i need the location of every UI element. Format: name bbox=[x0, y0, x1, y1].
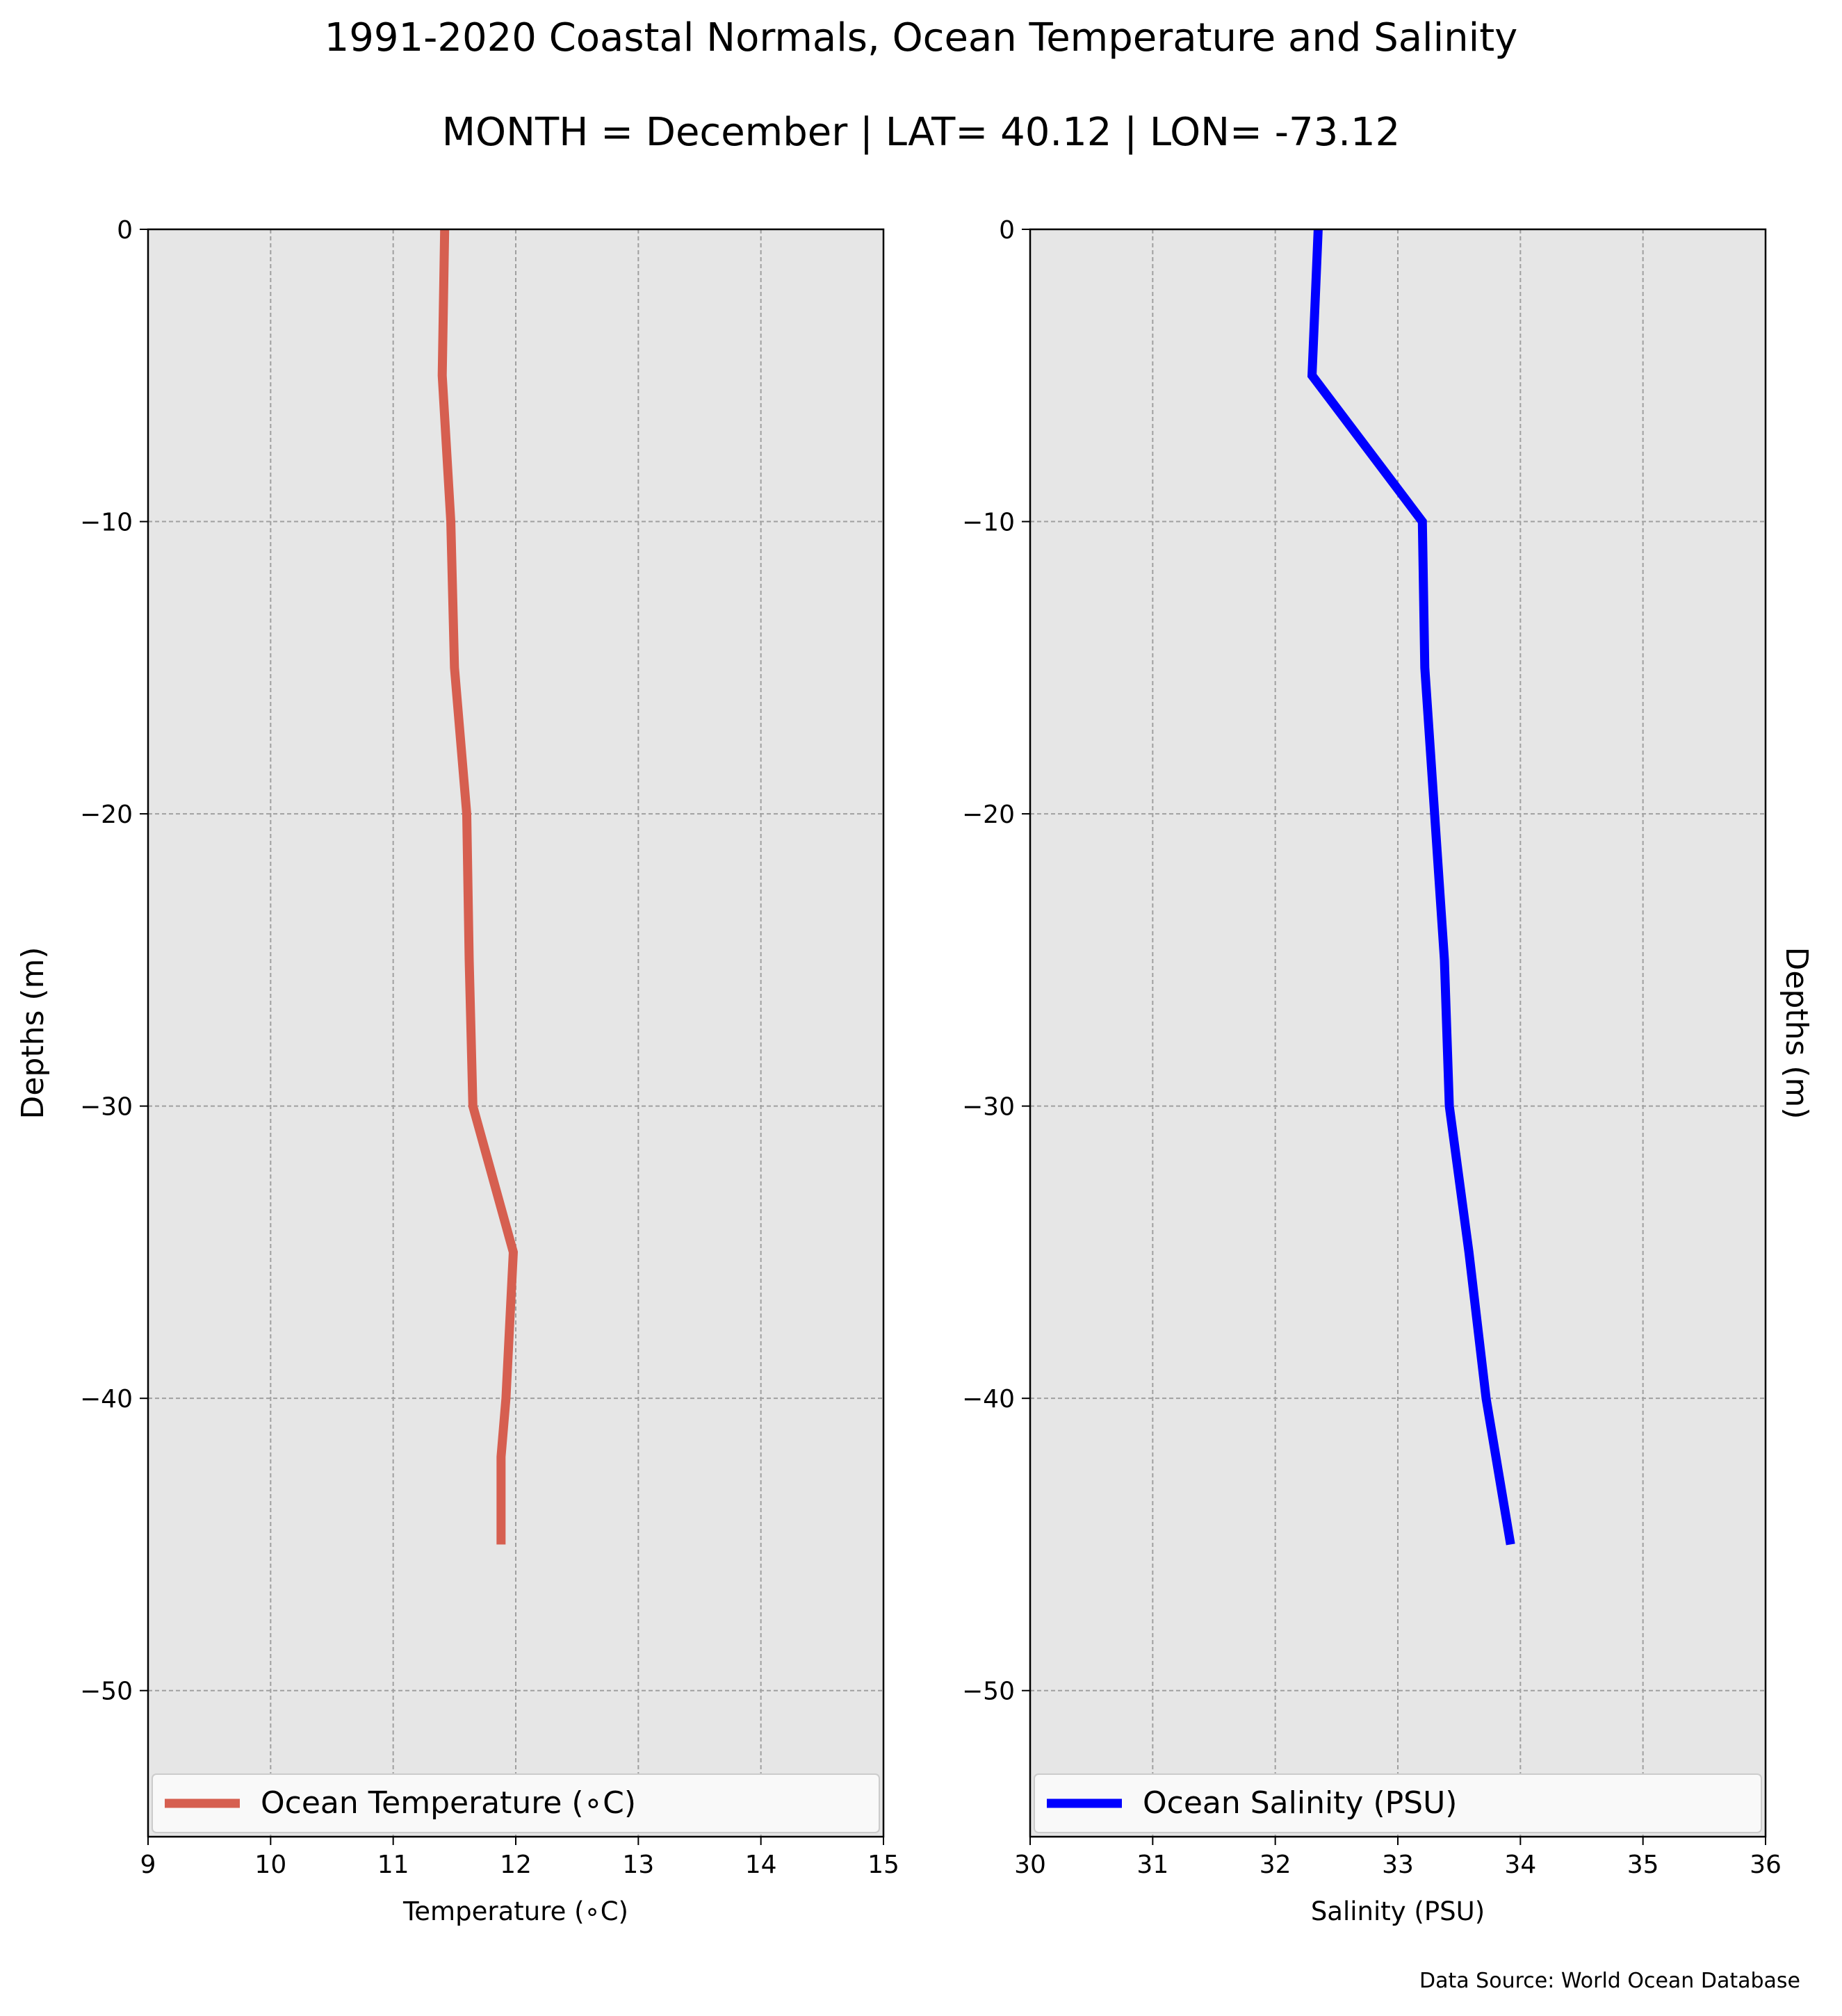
data-source-note: Data Source: World Ocean Database bbox=[1419, 1969, 1800, 1993]
x-tick-label: 34 bbox=[1504, 1851, 1536, 1879]
plot-panel-2: 30 31 32 33 34 35 36 0 −10 −20 −30 −40 −50 Ocean Sali… bbox=[962, 216, 1814, 1926]
chart-title: 1991-2020 Coastal Normals, Ocean Tempera… bbox=[324, 15, 1518, 60]
chart-subtitle: MONTH = December | LAT= 40.12 | LON= -73… bbox=[441, 110, 1401, 155]
y-tick-label: −20 bbox=[80, 801, 133, 829]
y-tick-label: 0 bbox=[999, 216, 1015, 245]
legend: Ocean Salinity (PSU) bbox=[1034, 1773, 1762, 1833]
y-tick-label: −10 bbox=[962, 509, 1015, 537]
x-tick-label: 30 bbox=[1014, 1851, 1046, 1879]
axes-frame bbox=[147, 228, 885, 1838]
x-tick-label: 11 bbox=[377, 1851, 409, 1879]
y-tick-label: −10 bbox=[80, 509, 133, 537]
y-tick-label: −40 bbox=[962, 1385, 1015, 1413]
legend-label: Ocean Salinity (PSU) bbox=[1143, 1785, 1457, 1821]
y-axis-label: Depths (m) bbox=[1779, 946, 1814, 1119]
legend-label: Ocean Temperature (∘C) bbox=[261, 1785, 636, 1821]
y-axis-label: Depths (m) bbox=[15, 946, 51, 1119]
legend-box bbox=[1034, 1773, 1762, 1833]
x-tick-label: 31 bbox=[1136, 1851, 1168, 1879]
plot-panel-1: 9 10 11 12 13 14 15 0 −10 −20 −30 −40 −50 Ocean Tempe… bbox=[15, 216, 899, 1926]
x-tick-label: 10 bbox=[254, 1851, 286, 1879]
x-axis-label: Temperature (∘C) bbox=[402, 1896, 628, 1926]
x-tick-label: 13 bbox=[622, 1851, 654, 1879]
y-tick-label: −20 bbox=[962, 801, 1015, 829]
x-tick-label: 15 bbox=[867, 1851, 899, 1879]
y-tick-label: −30 bbox=[962, 1093, 1015, 1122]
x-tick-label: 36 bbox=[1750, 1851, 1782, 1879]
x-tick-label: 14 bbox=[745, 1851, 777, 1879]
y-tick-label: −50 bbox=[962, 1678, 1015, 1706]
x-tick-label: 12 bbox=[500, 1851, 532, 1879]
x-tick-label: 32 bbox=[1260, 1851, 1291, 1879]
plot-area bbox=[148, 229, 883, 1837]
x-tick-label: 35 bbox=[1627, 1851, 1659, 1879]
y-tick-label: −30 bbox=[80, 1093, 133, 1122]
legend-box bbox=[152, 1773, 880, 1833]
axes-frame bbox=[1029, 228, 1767, 1838]
y-tick-label: −50 bbox=[80, 1678, 133, 1706]
series-line bbox=[1307, 229, 1515, 1546]
x-tick-label: 33 bbox=[1382, 1851, 1414, 1879]
plot-area bbox=[1030, 229, 1766, 1837]
x-axis-label: Salinity (PSU) bbox=[1311, 1896, 1485, 1926]
y-tick-label: 0 bbox=[117, 216, 133, 245]
y-tick-label: −40 bbox=[80, 1385, 133, 1413]
series-line bbox=[437, 229, 519, 1545]
legend: Ocean Temperature (∘C) bbox=[152, 1773, 880, 1833]
x-tick-label: 9 bbox=[140, 1851, 156, 1879]
